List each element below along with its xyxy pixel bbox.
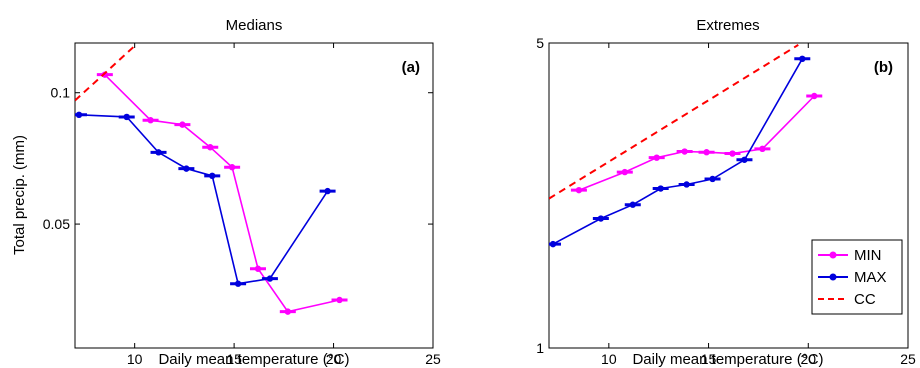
panel-b-plot	[549, 44, 823, 248]
legend-entry-min: MIN	[818, 247, 882, 264]
data-point-min	[207, 144, 214, 151]
data-point-max	[155, 149, 162, 156]
series-line-max-b	[552, 58, 803, 245]
data-point-max	[597, 215, 605, 222]
x-tick-label: 15	[701, 351, 717, 367]
panel-b-title: Extremes	[696, 17, 759, 34]
data-point-min	[575, 186, 583, 194]
panel-a-frame	[74, 42, 434, 349]
legend-label-max: MAX	[854, 269, 887, 286]
y-tick-label: 5	[536, 35, 544, 51]
data-point-min	[703, 149, 710, 156]
data-point-min	[681, 148, 688, 155]
data-point-min	[179, 121, 186, 128]
data-point-min	[653, 154, 660, 161]
data-point-min	[811, 92, 818, 100]
data-point-min	[254, 265, 262, 272]
data-point-min	[759, 145, 766, 153]
data-point-max	[209, 172, 216, 180]
panel-a-tag: (a)	[402, 59, 420, 76]
x-tick-label: 10	[127, 351, 143, 367]
panel-b-xlabel: Daily mean temperature (°C)	[632, 351, 823, 368]
data-point-max	[183, 165, 190, 172]
legend-entry-cc: CC	[818, 291, 876, 308]
x-tick-label: 20	[326, 351, 342, 367]
x-tick-label: 25	[425, 351, 441, 367]
series-line-max-a	[78, 114, 329, 285]
panel-a-plot	[75, 45, 348, 315]
panel-b-frame	[548, 42, 909, 349]
series-line-min-b	[578, 95, 815, 191]
panel-b-tag: (b)	[874, 59, 893, 76]
panel-a-title: Medians	[226, 17, 283, 34]
data-point-max	[123, 113, 130, 121]
y-tick-label: 0.1	[51, 85, 71, 101]
panel-a: Medians (a) Daily mean temperature (°C) …	[11, 17, 441, 368]
data-point-max	[709, 175, 716, 183]
legend-marker-min	[829, 251, 837, 259]
panel-b: Extremes (b) Daily mean temperature (°C)…	[536, 17, 916, 368]
data-point-min	[147, 117, 154, 124]
data-point-max	[657, 185, 664, 192]
data-point-max	[799, 55, 806, 63]
data-point-min	[621, 168, 628, 176]
data-point-min	[284, 308, 292, 315]
legend-entry-max: MAX	[818, 269, 887, 286]
data-point-max	[629, 201, 636, 208]
data-point-max	[324, 187, 331, 195]
legend-label-min: MIN	[854, 247, 882, 264]
panel-a-ticks: 10 15 20 25 0.05 0.1	[43, 43, 441, 367]
y-tick-label: 1	[536, 340, 544, 356]
x-tick-label: 20	[800, 351, 816, 367]
data-point-max	[549, 240, 557, 248]
data-point-max	[234, 280, 242, 287]
data-point-min	[336, 296, 343, 304]
data-point-min	[729, 150, 736, 157]
series-line-min-a	[104, 74, 340, 313]
panel-a-xlabel: Daily mean temperature (°C)	[158, 351, 349, 368]
legend-label-cc: CC	[854, 291, 876, 308]
x-tick-label: 25	[900, 351, 916, 367]
data-point-min	[228, 164, 236, 171]
data-point-max	[75, 111, 83, 119]
legend: MIN MAX CC	[811, 239, 903, 315]
series-line-cc-a	[75, 45, 136, 102]
data-point-max	[741, 156, 748, 163]
y-tick-label: 0.05	[43, 216, 70, 232]
data-point-max	[266, 275, 274, 282]
series-line-cc-b	[549, 44, 799, 200]
x-tick-label: 15	[226, 351, 242, 367]
data-point-max	[683, 181, 690, 188]
y-axis-label: Total precip. (mm)	[11, 135, 28, 255]
legend-marker-max	[829, 273, 837, 281]
x-tick-label: 10	[601, 351, 617, 367]
